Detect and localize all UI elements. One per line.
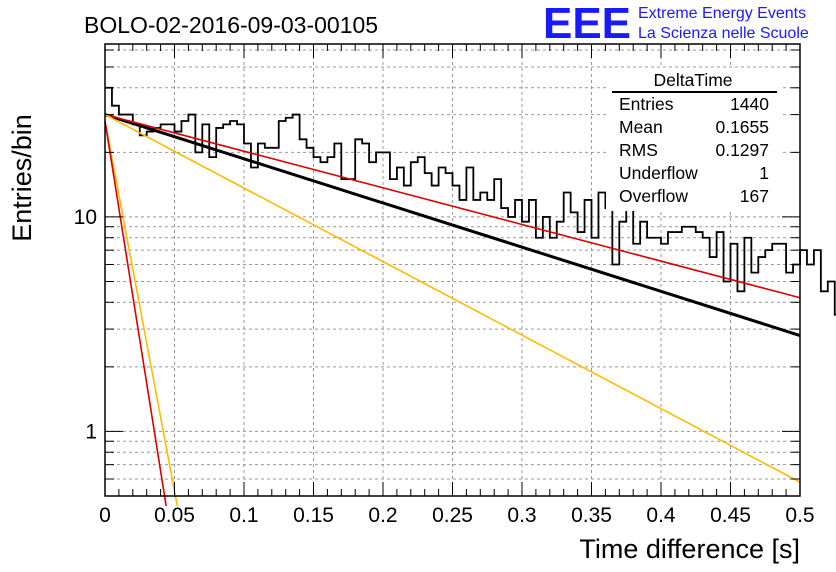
stats-rows: Entries 1440 Mean 0.1655 RMS 0.1297 Underflow 1… xyxy=(619,94,769,206)
stats-row-value: 167 xyxy=(740,186,769,206)
stats-row-value: 1 xyxy=(759,163,769,183)
plot-data xyxy=(104,86,836,506)
y-axis-title: Entries/bin xyxy=(7,114,37,242)
histogram-outline xyxy=(105,86,836,316)
grid xyxy=(105,44,800,497)
y-tick-label: 1 xyxy=(85,420,97,443)
stats-box: DeltaTime Entries 1440 Mean 0.1655 RMS 0.1297… xyxy=(606,68,781,211)
axis-ticks xyxy=(104,44,801,497)
stats-row-label: Overflow xyxy=(619,186,688,206)
x-axis-title: Time difference [s] xyxy=(579,534,800,564)
x-tick-label: 0.45 xyxy=(710,504,751,527)
stats-box-title: DeltaTime xyxy=(653,70,732,90)
fit-curve xyxy=(104,120,167,506)
x-tick-label: 0.25 xyxy=(432,504,473,527)
fit-curve xyxy=(104,113,801,337)
x-tick-label: 0 xyxy=(99,504,111,527)
x-tick-label: 0.35 xyxy=(571,504,612,527)
stats-row-value: 0.1655 xyxy=(715,117,769,137)
fit-curve xyxy=(104,113,801,483)
x-tick-label: 0.5 xyxy=(785,504,814,527)
y-tick-label: 10 xyxy=(74,206,97,229)
run-title: BOLO-02-2016-09-03-00105 xyxy=(84,12,378,38)
stats-row-value: 1440 xyxy=(730,94,769,114)
eee-logo-mark: EEE xyxy=(543,0,631,48)
tick-labels: 0 0.05 0.1 0.15 0.2 0.25 0.3 0.35 0.4 0.45 0.5 1 10 xyxy=(74,206,815,527)
stats-row-label: RMS xyxy=(619,140,658,160)
eee-logo-line1: Extreme Energy Events xyxy=(638,5,806,22)
stats-row-label: Underflow xyxy=(619,163,698,183)
x-tick-label: 0.1 xyxy=(229,504,258,527)
x-tick-label: 0.15 xyxy=(293,504,334,527)
x-tick-label: 0.2 xyxy=(368,504,397,527)
stats-row-label: Entries xyxy=(619,94,674,114)
stats-row-label: Mean xyxy=(619,117,663,137)
x-tick-label: 0.3 xyxy=(507,504,536,527)
x-tick-label: 0.05 xyxy=(154,504,195,527)
fit-curve xyxy=(104,113,801,299)
eee-logo: EEE Extreme Energy Events La Scienza nel… xyxy=(543,0,809,48)
fit-curve xyxy=(104,120,179,506)
eee-logo-line2: La Scienza nelle Scuole xyxy=(638,25,809,42)
stats-row-value: 0.1297 xyxy=(715,140,769,160)
x-tick-label: 0.4 xyxy=(646,504,676,527)
